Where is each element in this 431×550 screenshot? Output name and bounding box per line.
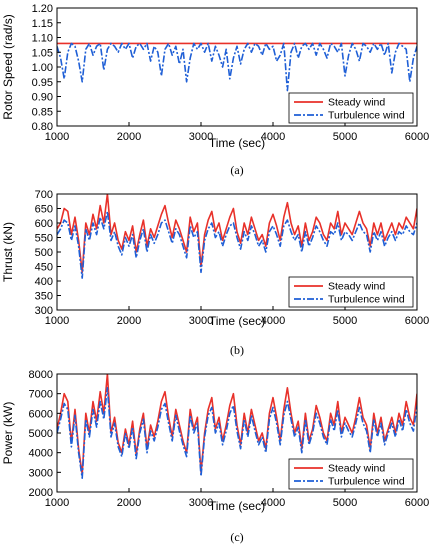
panel-b-ytick-label: 650 bbox=[35, 204, 53, 216]
panel-a-ytick-label: 1.00 bbox=[32, 62, 53, 74]
panel-b-ytick-label: 600 bbox=[35, 218, 53, 230]
panel-c-legend-turbulence: Turbulence wind bbox=[328, 476, 405, 488]
panel-b-label: (b) bbox=[230, 343, 244, 357]
panel-b-series-steady bbox=[57, 194, 417, 274]
panel-c-ytick-label: 7000 bbox=[29, 389, 53, 401]
panel-c-xtick-label: 1000 bbox=[45, 497, 69, 509]
panel-c-xtick-label: 5000 bbox=[333, 497, 357, 509]
panel-a-rotor-speed: Time (sec) Rotor Speed (rad/s) (a) 1000 2… bbox=[1, 3, 429, 177]
panel-a-xtick-label: 1000 bbox=[45, 131, 69, 143]
panel-a-legend-steady: Steady wind bbox=[328, 97, 385, 109]
panel-b-legend-steady: Steady wind bbox=[328, 281, 385, 293]
panel-a-xlabel: Time (sec) bbox=[209, 136, 265, 150]
panel-b-ytick-label: 400 bbox=[35, 276, 53, 288]
panel-c-ytick-label: 6000 bbox=[29, 408, 53, 420]
panel-a-xtick-label: 5000 bbox=[333, 131, 357, 143]
panel-b-ytick-label: 500 bbox=[35, 247, 53, 259]
panel-c-xlabel: Time (sec) bbox=[209, 499, 265, 513]
panel-c-legend-steady: Steady wind bbox=[328, 463, 385, 475]
panel-b-ytick-label: 450 bbox=[35, 262, 53, 274]
panel-c-ytick-label: 3000 bbox=[29, 467, 53, 479]
panel-b-ylabel: Thrust (kN) bbox=[1, 222, 15, 282]
panel-b-xtick-label: 5000 bbox=[333, 315, 357, 327]
panel-c-xtick-label: 4000 bbox=[261, 497, 285, 509]
panel-c-ytick-label: 2000 bbox=[29, 487, 53, 499]
panel-b-xtick-label: 3000 bbox=[189, 315, 213, 327]
panel-a-legend-box bbox=[288, 92, 414, 124]
panel-c-label: (c) bbox=[230, 530, 243, 544]
panel-a-series-turbulence bbox=[57, 42, 417, 92]
panel-a-ytick-label: 1.10 bbox=[32, 33, 53, 45]
panel-a-ytick-label: 1.05 bbox=[32, 47, 53, 59]
panel-b-xtick-label: 6000 bbox=[405, 315, 429, 327]
panel-a-ytick-label: 0.80 bbox=[32, 121, 53, 133]
panel-b-series-turbulence bbox=[57, 210, 417, 279]
panel-a-ytick-label: 1.15 bbox=[32, 18, 53, 30]
panel-a-xtick-label: 4000 bbox=[261, 131, 285, 143]
panel-c-xtick-label: 6000 bbox=[405, 497, 429, 509]
panel-b-xtick-label: 4000 bbox=[261, 315, 285, 327]
panel-c-legend-box bbox=[288, 458, 414, 490]
panel-a-ylabel: Rotor Speed (rad/s) bbox=[1, 14, 15, 119]
panel-c-ylabel: Power (kW) bbox=[1, 402, 15, 465]
panel-c-power: Time (sec) Power (kW) (c) 1000 2000 3000 40… bbox=[1, 369, 429, 544]
panel-a-xtick-label: 6000 bbox=[405, 131, 429, 143]
panel-a-ytick-label: 1.20 bbox=[32, 3, 53, 15]
panel-c-xtick-label: 3000 bbox=[189, 497, 213, 509]
panel-a-xtick-label: 3000 bbox=[189, 131, 213, 143]
panel-a-ytick-label: 0.90 bbox=[32, 92, 53, 104]
panel-b-xtick-label: 2000 bbox=[117, 315, 141, 327]
panel-a-xtick-label: 2000 bbox=[117, 131, 141, 143]
panel-c-ytick-label: 5000 bbox=[29, 428, 53, 440]
panel-c-ytick-label: 4000 bbox=[29, 448, 53, 460]
panel-a-label: (a) bbox=[230, 163, 243, 177]
panel-b-ytick-label: 550 bbox=[35, 233, 53, 245]
panel-b-legend-turbulence: Turbulence wind bbox=[328, 294, 405, 306]
panel-b-ytick-label: 700 bbox=[35, 189, 53, 201]
panel-a-legend-turbulence: Turbulence wind bbox=[328, 110, 405, 122]
panel-a-ytick-label: 0.85 bbox=[32, 106, 53, 118]
panel-a-ytick-label: 0.95 bbox=[32, 77, 53, 89]
panel-b-xtick-label: 1000 bbox=[45, 315, 69, 327]
panel-b-thrust: Time (sec) Thrust (kN) (b) 1000 2000 3000 4… bbox=[1, 189, 429, 357]
panel-b-ytick-label: 350 bbox=[35, 291, 53, 303]
panel-c-series-turbulence bbox=[57, 386, 417, 480]
panel-b-xlabel: Time (sec) bbox=[209, 314, 265, 328]
panel-c-ytick-label: 8000 bbox=[29, 369, 53, 381]
panel-b-ytick-label: 300 bbox=[35, 305, 53, 317]
panel-c-xtick-label: 2000 bbox=[117, 497, 141, 509]
panel-b-legend-box bbox=[288, 276, 414, 308]
